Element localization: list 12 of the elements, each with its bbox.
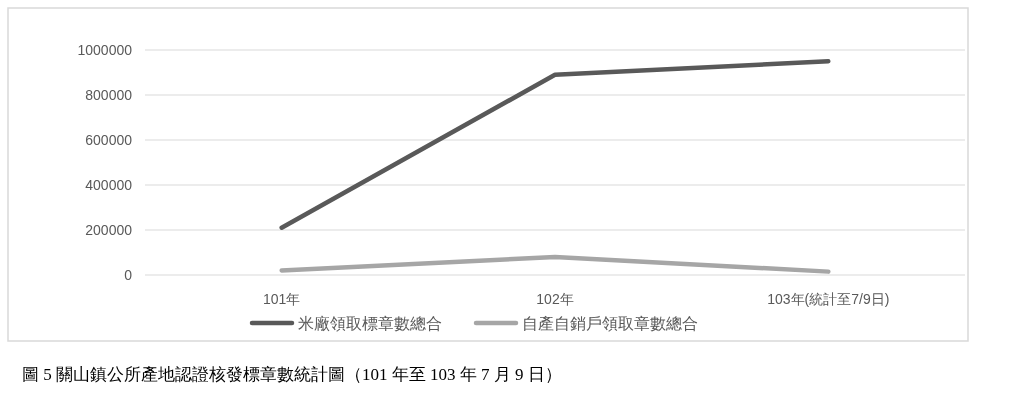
y-tick-label: 200000	[85, 222, 133, 238]
y-tick-label: 800000	[85, 87, 133, 103]
y-tick-label: 600000	[85, 132, 133, 148]
x-tick-label: 101年	[262, 291, 301, 307]
x-tick-label: 102年	[536, 291, 574, 307]
caption: 圖 5 關山鎮公所產地認證核發標章數統計圖（101 年至 103 年 7 月 9 日）	[22, 365, 562, 384]
legend-label: 自產自銷戶領取章數總合	[522, 315, 698, 332]
legend-label: 米廠領取標章數總合	[298, 315, 442, 332]
y-tick-label: 400000	[85, 177, 133, 193]
x-tick-label: 103年(統計至7/9日)	[767, 291, 890, 307]
y-tick-label: 1000000	[77, 42, 133, 58]
y-tick-label: 0	[124, 267, 133, 283]
